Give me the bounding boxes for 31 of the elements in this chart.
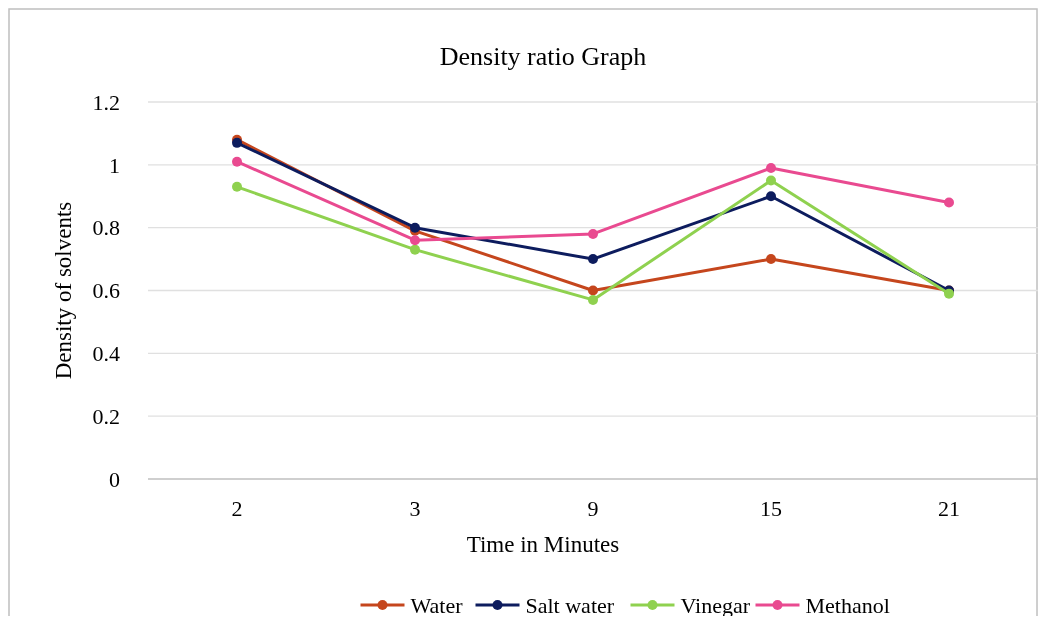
point [410, 235, 420, 246]
x-tick-label: 3 [409, 496, 421, 521]
point [766, 254, 776, 265]
legend-label: Water [410, 592, 464, 618]
x-tick-label: 21 [938, 496, 960, 521]
point [944, 197, 954, 208]
y-axis-title: Density of solvents [51, 201, 76, 380]
legend-label: Salt water [525, 592, 615, 618]
point [232, 181, 242, 192]
legend-label: Methanol [805, 592, 890, 618]
x-tick-label: 15 [760, 496, 782, 521]
point [232, 156, 242, 167]
y-tick-label: 1 [109, 152, 120, 178]
x-tick-label: 9 [587, 496, 599, 521]
x-tick-label: 2 [231, 496, 243, 521]
point [588, 254, 598, 265]
y-tick-label: 1.2 [92, 89, 120, 115]
point [766, 191, 776, 202]
y-tick-label: 0 [109, 466, 120, 492]
point [588, 228, 598, 239]
y-tick-label: 0.4 [92, 341, 120, 367]
point [766, 162, 776, 173]
point [410, 244, 420, 255]
point [588, 285, 598, 296]
point [766, 175, 776, 186]
point [588, 294, 598, 305]
chart-title: Density ratio Graph [439, 42, 647, 71]
y-tick-label: 0.6 [92, 278, 120, 304]
x-axis-title: Time in Minutes [466, 532, 620, 557]
y-tick-label: 0.2 [92, 403, 120, 429]
y-tick-label: 0.8 [92, 215, 120, 241]
